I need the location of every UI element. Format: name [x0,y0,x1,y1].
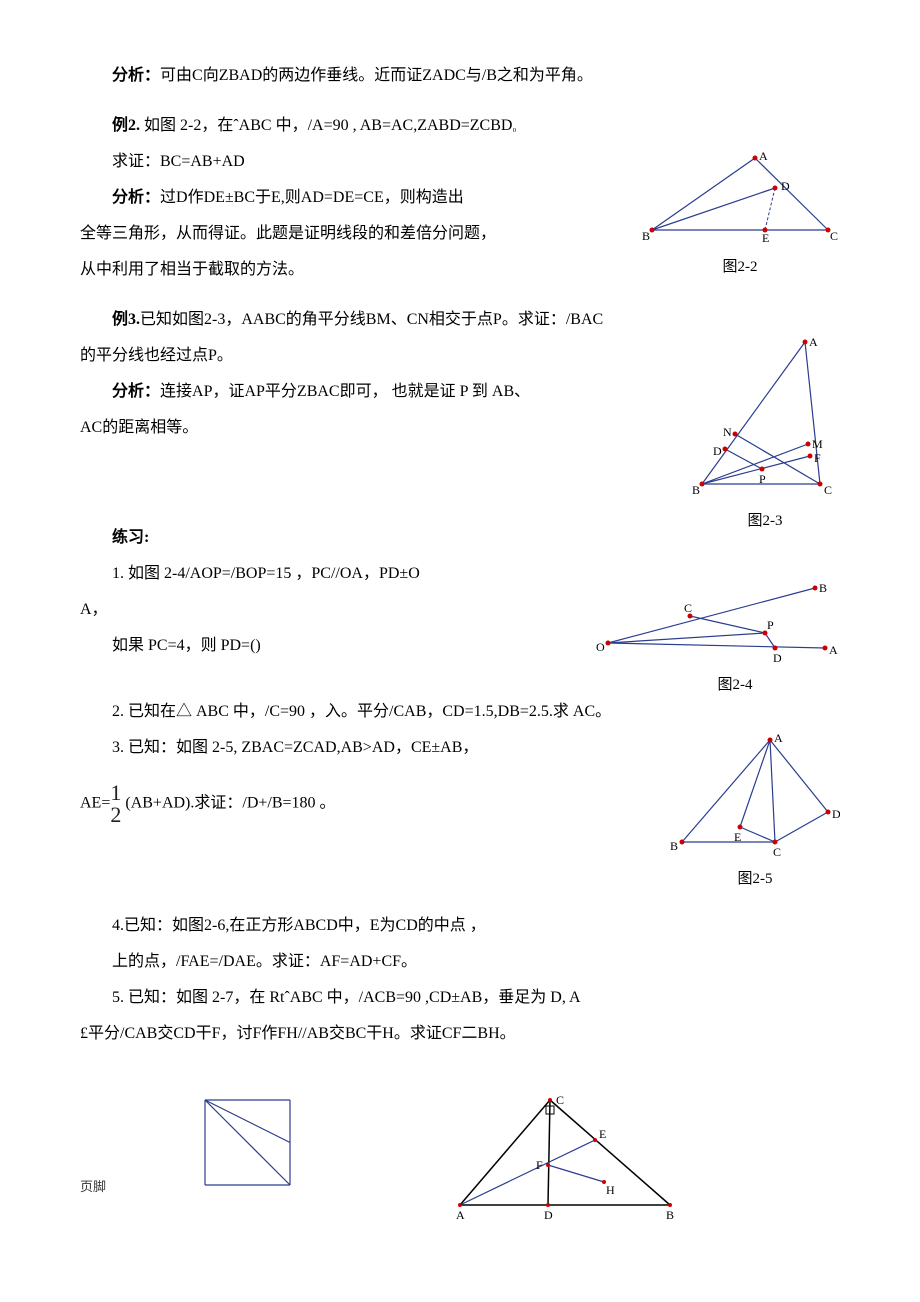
ex2-sub: ₀ [512,121,516,133]
svg-text:A: A [829,643,838,657]
svg-text:C: C [773,845,781,859]
svg-text:O: O [596,640,605,654]
fig-2-5-caption: 图2-5 [670,864,840,894]
fraction-one-half: 12 [110,782,121,826]
svg-text:P: P [767,618,774,632]
ex3-title: 例3.已知如图2-3，AABC的角平分线BM、CN相交于点P。求证：/BAC [80,304,840,336]
svg-text:D: D [544,1208,553,1220]
practice-title: 练习: [80,522,840,554]
page-footer: 页脚 A B C D E F H [80,1090,840,1230]
ex3-title-text: 已知如图2-3，AABC的角平分线BM、CN相交于点P。求证：/BAC [140,311,603,328]
ex3-label: 例3. [112,311,140,328]
svg-text:D: D [773,651,782,665]
example-3: 例3.已知如图2-3，AABC的角平分线BM、CN相交于点P。求证：/BAC 的… [80,304,840,504]
svg-text:C: C [824,483,832,497]
svg-text:A: A [456,1208,465,1220]
ex2-title-text: 如图 2-2，在ˆABC 中，/A=90 , AB=AC,ZABD=ZCBD [140,117,512,134]
svg-text:M: M [812,437,823,451]
svg-text:C: C [830,229,838,243]
p3-ae: AE= [80,795,110,812]
practice-3: 3. 已知：如图 2-5, ZBAC=ZCAD,AB>AD，CE±AB， AE=… [80,732,840,892]
practice-1: 1. 如图 2-4/AOP=/BOP=15 ，PC//OA，PD±O A， 如果… [80,558,840,678]
analysis-1-text: 分析：可由C向ZBAD的两边作垂线。近而证ZADC与/B之和为平角。 [80,60,840,92]
example-2: 例2. 如图 2-2，在ˆABC 中，/A=90 , AB=AC,ZABD=ZC… [80,110,840,286]
practice-title-text: 练习: [112,529,149,546]
svg-text:A: A [774,732,783,745]
ex3-analysis-text: 连接AP，证AP平分ZBAC即可， 也就是证 P 到 AB、 [160,383,530,400]
svg-text:B: B [670,839,678,853]
ex3-analysis-label: 分析： [112,383,160,400]
svg-text:C: C [684,601,692,615]
frac-den: 2 [110,804,121,826]
svg-text:D: D [781,179,790,193]
frac-num: 1 [110,782,121,804]
analysis-1: 分析：可由C向ZBAD的两边作垂线。近而证ZADC与/B之和为平角。 [80,60,840,92]
svg-text:F: F [536,1158,543,1172]
p3-rest: (AB+AD).求证：/D+/B=180 。 [121,795,335,812]
practice-5-line1: 5. 已知：如图 2-7，在 RtˆABC 中，/ACB=90 ,CD±AB，垂… [80,982,840,1014]
practice-4-line1: 4.已知：如图2-6,在正方形ABCD中，E为CD的中点 ， [80,910,840,942]
svg-text:E: E [599,1127,606,1141]
figure-2-6 [190,1090,300,1200]
svg-text:H: H [606,1183,615,1197]
figure-2-2: A B C D E 图2-2 [640,150,840,282]
practice-2: 2. 已知在△ ABC 中，/C=90 ，入。平分/CAB，CD=1.5,DB=… [80,696,840,728]
svg-text:F: F [814,451,821,465]
svg-text:N: N [723,425,732,439]
svg-text:A: A [809,335,818,349]
figure-2-5: A B C D E 图2-5 [670,732,840,894]
svg-text:B: B [819,581,827,595]
svg-text:B: B [692,483,700,497]
svg-text:B: B [666,1208,674,1220]
practice-5-line2: £平分/CAB交CD干F，讨F作FH//AB交BC干H。求证CF二BH。 [80,1018,840,1050]
svg-text:D: D [832,807,840,821]
ex2-label: 例2. [112,117,140,134]
ex2-title: 例2. 如图 2-2，在ˆABC 中，/A=90 , AB=AC,ZABD=ZC… [80,110,840,142]
svg-text:D: D [713,444,722,458]
footer-text: 页脚 [80,1174,106,1200]
figure-2-3: ABCPNDMF 图2-3 [690,334,840,536]
figure-2-4: OABCDP 图2-4 [590,578,840,700]
svg-text:P: P [759,472,766,486]
analysis-text: 可由C向ZBAD的两边作垂线。近而证ZADC与/B之和为平角。 [160,67,593,84]
svg-text:C: C [556,1093,564,1107]
analysis-label: 分析： [112,67,160,84]
ex2-analysis-text: 过D作DE±BC于E,则AD=DE=CE，则构造出 [160,189,464,206]
practice-4-line2: 上的点，/FAE=/DAE。求证：AF=AD+CF。 [80,946,840,978]
svg-text:E: E [734,830,741,844]
svg-text:E: E [762,231,769,245]
ex2-analysis-label: 分析： [112,189,160,206]
figure-2-7: A B C D E F H [440,1090,690,1220]
svg-text:B: B [642,229,650,243]
svg-text:A: A [759,150,768,163]
fig-2-2-caption: 图2-2 [640,252,840,282]
